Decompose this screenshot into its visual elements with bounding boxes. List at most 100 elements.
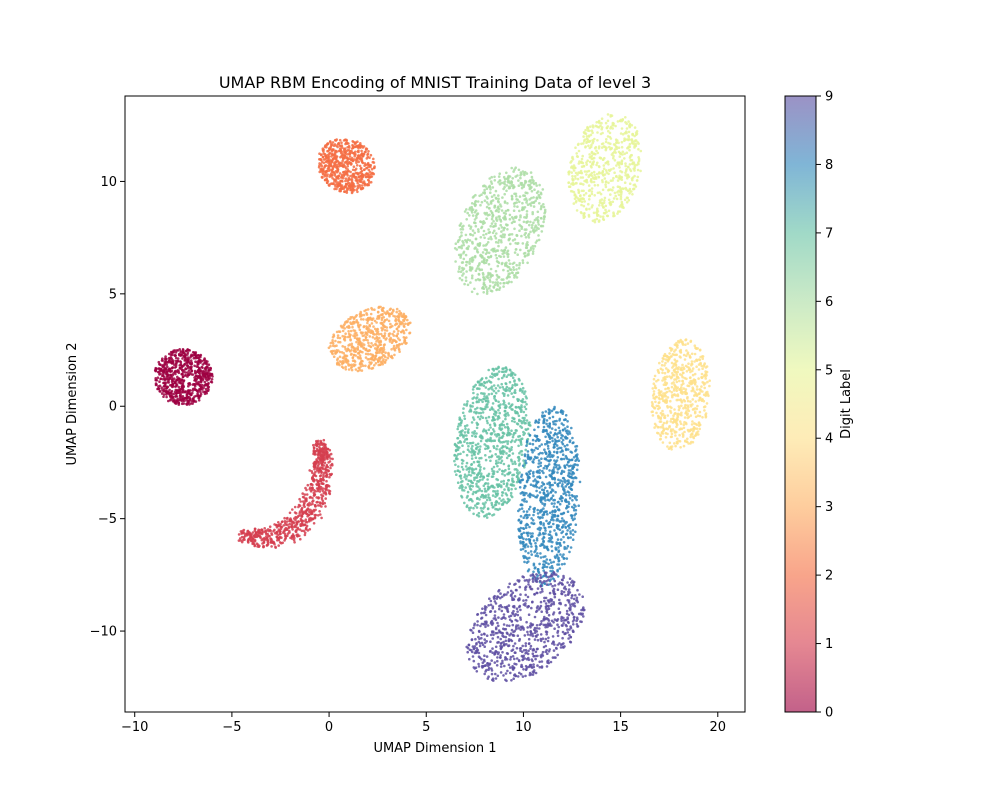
data-point bbox=[471, 492, 475, 496]
data-point bbox=[669, 399, 672, 403]
data-point bbox=[169, 370, 172, 373]
data-point bbox=[161, 359, 164, 362]
data-point bbox=[459, 270, 463, 274]
data-point bbox=[199, 358, 202, 362]
data-point bbox=[196, 356, 200, 360]
data-point bbox=[311, 483, 314, 487]
data-point bbox=[530, 201, 534, 204]
data-point bbox=[300, 529, 304, 533]
data-point bbox=[353, 316, 356, 320]
data-point bbox=[601, 142, 605, 145]
data-point bbox=[291, 508, 294, 511]
data-point bbox=[464, 486, 468, 489]
data-point bbox=[279, 522, 282, 526]
data-point bbox=[501, 196, 504, 199]
data-point bbox=[345, 150, 348, 153]
data-point bbox=[465, 270, 468, 273]
data-point bbox=[691, 440, 695, 444]
data-point bbox=[651, 387, 655, 390]
data-point bbox=[313, 452, 317, 456]
data-point bbox=[604, 183, 607, 186]
data-point bbox=[485, 288, 489, 291]
data-point bbox=[479, 220, 482, 223]
data-point bbox=[168, 388, 171, 392]
data-point bbox=[501, 233, 505, 236]
data-point bbox=[480, 268, 484, 272]
data-point bbox=[463, 210, 467, 213]
data-point bbox=[600, 172, 603, 175]
data-point bbox=[160, 386, 163, 390]
data-point bbox=[593, 220, 597, 224]
data-point bbox=[273, 528, 276, 532]
data-point bbox=[498, 448, 502, 451]
data-point bbox=[267, 529, 271, 533]
data-point bbox=[384, 355, 387, 359]
data-point bbox=[480, 474, 483, 478]
data-point bbox=[315, 439, 318, 443]
data-point bbox=[364, 336, 368, 339]
data-point bbox=[577, 149, 581, 153]
data-point bbox=[366, 319, 370, 323]
data-point bbox=[579, 182, 582, 185]
data-point bbox=[351, 176, 354, 179]
data-point bbox=[480, 193, 483, 196]
data-point bbox=[613, 171, 616, 174]
data-point bbox=[485, 498, 489, 502]
data-point bbox=[469, 225, 473, 229]
data-point bbox=[481, 222, 485, 226]
data-point bbox=[682, 423, 686, 427]
data-point bbox=[512, 184, 515, 187]
data-point bbox=[194, 351, 198, 354]
data-point bbox=[631, 142, 635, 145]
data-point bbox=[253, 527, 257, 531]
data-point bbox=[528, 185, 531, 188]
data-point bbox=[382, 306, 385, 310]
data-point bbox=[497, 194, 500, 197]
data-point bbox=[188, 392, 191, 396]
data-point bbox=[597, 175, 600, 179]
data-point bbox=[519, 387, 522, 391]
data-point bbox=[485, 217, 488, 220]
data-point bbox=[347, 326, 351, 329]
data-point bbox=[588, 207, 591, 211]
data-point bbox=[348, 161, 351, 164]
data-point bbox=[521, 242, 525, 245]
data-point bbox=[596, 183, 600, 187]
data-point bbox=[590, 190, 594, 193]
data-point bbox=[173, 354, 177, 358]
data-point bbox=[493, 175, 496, 179]
data-point bbox=[305, 493, 309, 496]
data-point bbox=[362, 318, 365, 321]
data-point bbox=[199, 353, 203, 357]
data-point bbox=[200, 383, 204, 387]
data-point bbox=[171, 400, 175, 403]
data-point bbox=[589, 133, 593, 137]
data-point bbox=[376, 315, 380, 318]
data-point bbox=[459, 228, 463, 231]
data-point bbox=[691, 435, 695, 439]
data-point bbox=[608, 201, 611, 205]
data-point bbox=[525, 172, 529, 175]
data-point bbox=[484, 429, 488, 433]
data-point bbox=[198, 366, 201, 370]
data-point bbox=[515, 234, 519, 237]
data-point bbox=[307, 513, 311, 516]
data-point bbox=[701, 357, 704, 361]
data-point bbox=[465, 218, 469, 221]
data-point bbox=[580, 189, 584, 193]
data-point bbox=[677, 408, 681, 412]
data-point bbox=[664, 431, 668, 435]
data-point bbox=[706, 380, 709, 384]
data-point bbox=[302, 529, 306, 533]
data-point bbox=[303, 505, 306, 509]
data-point bbox=[286, 523, 289, 526]
data-point bbox=[335, 344, 338, 348]
data-point bbox=[403, 336, 407, 340]
data-point bbox=[512, 202, 516, 205]
data-point bbox=[590, 150, 594, 154]
data-point bbox=[335, 351, 339, 354]
data-point bbox=[685, 422, 688, 426]
data-point bbox=[516, 397, 519, 401]
data-point bbox=[290, 534, 294, 538]
data-point bbox=[661, 360, 664, 363]
